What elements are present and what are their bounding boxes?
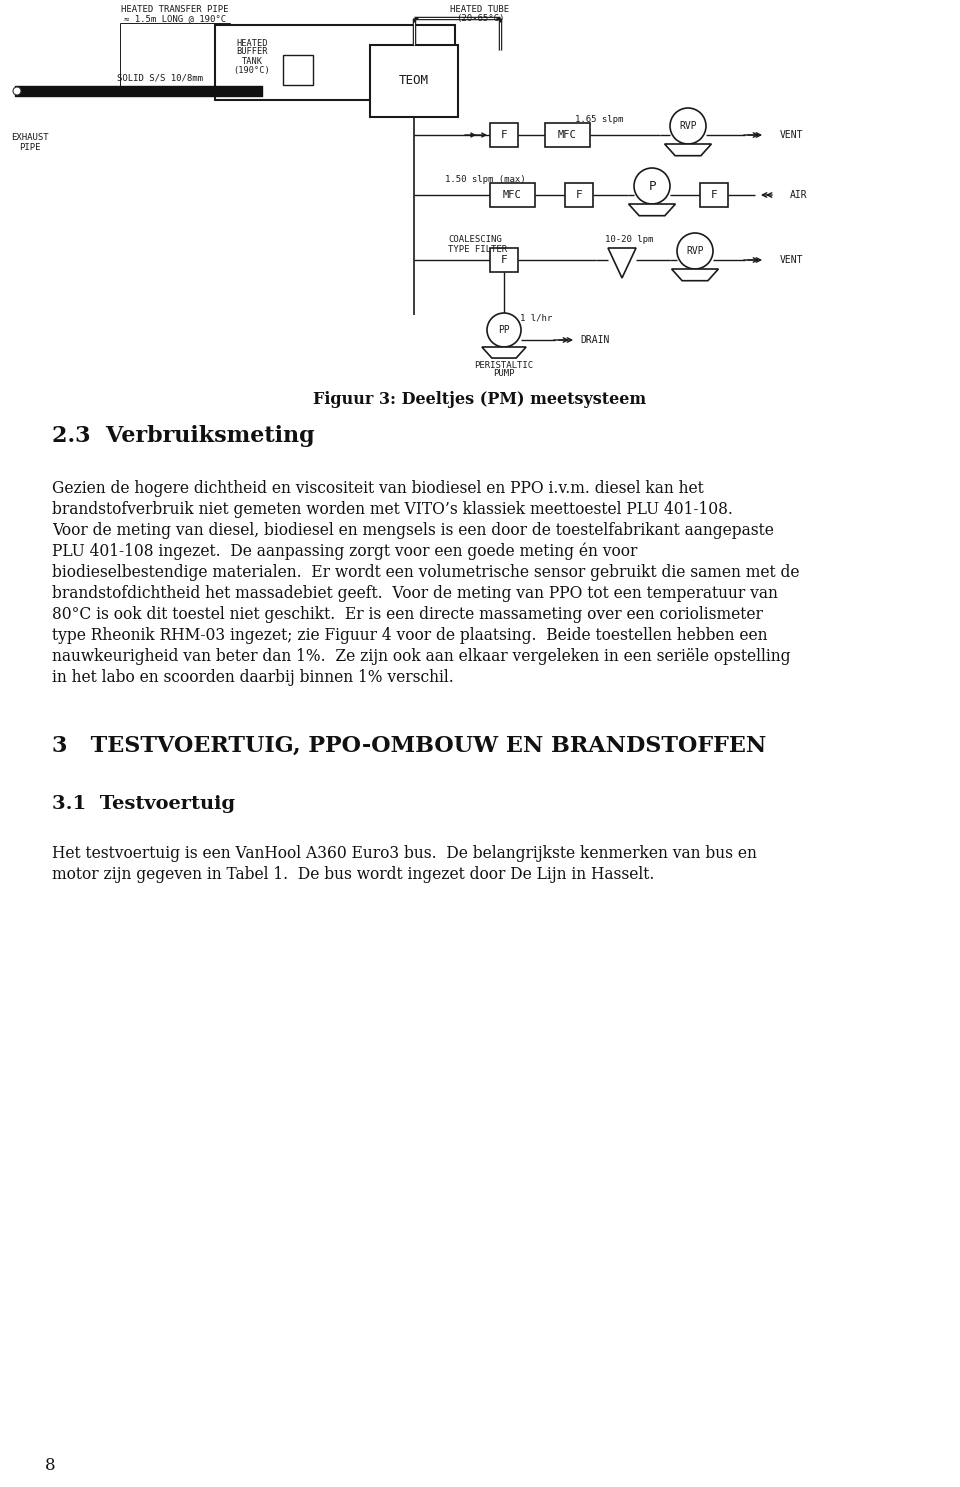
Text: VENT: VENT xyxy=(780,254,804,265)
Text: MFC: MFC xyxy=(558,129,576,140)
Text: P: P xyxy=(648,180,656,192)
Text: HEATED TRANSFER PIPE: HEATED TRANSFER PIPE xyxy=(121,6,228,15)
Text: F: F xyxy=(500,254,508,265)
Bar xyxy=(545,123,590,147)
Bar xyxy=(283,55,313,85)
Text: VENT: VENT xyxy=(780,129,804,140)
Text: TEOM: TEOM xyxy=(399,74,429,88)
Text: Gezien de hogere dichtheid en viscositeit van biodiesel en PPO i.v.m. diesel kan: Gezien de hogere dichtheid en viscositei… xyxy=(52,480,704,497)
Text: F: F xyxy=(576,190,583,199)
Text: TANK: TANK xyxy=(242,57,262,65)
Circle shape xyxy=(13,88,21,95)
Bar xyxy=(490,183,535,207)
Circle shape xyxy=(677,233,713,269)
Text: TYPE FILTER: TYPE FILTER xyxy=(448,244,507,253)
Text: MFC: MFC xyxy=(503,190,521,199)
Circle shape xyxy=(670,109,706,144)
Bar xyxy=(565,183,593,207)
Text: motor zijn gegeven in Tabel 1.  De bus wordt ingezet door De Lijn in Hasselt.: motor zijn gegeven in Tabel 1. De bus wo… xyxy=(52,865,655,883)
Bar xyxy=(700,183,728,207)
Text: type Rheonik RHM-03 ingezet; zie Figuur 4 voor de plaatsing.  Beide toestellen h: type Rheonik RHM-03 ingezet; zie Figuur … xyxy=(52,628,767,644)
Polygon shape xyxy=(629,204,676,216)
Text: PERISTALTIC: PERISTALTIC xyxy=(474,360,534,369)
Text: 2.3  Verbruiksmeting: 2.3 Verbruiksmeting xyxy=(52,425,315,448)
Circle shape xyxy=(634,168,670,204)
Text: AIR: AIR xyxy=(790,190,807,199)
Text: brandstofverbruik niet gemeten worden met VITO’s klassiek meettoestel PLU 401-10: brandstofverbruik niet gemeten worden me… xyxy=(52,501,732,517)
Text: brandstofdichtheid het massadebiet geeft.  Voor de meting van PPO tot een temper: brandstofdichtheid het massadebiet geeft… xyxy=(52,584,778,602)
Text: PLU 401-108 ingezet.  De aanpassing zorgt voor een goede meting én voor: PLU 401-108 ingezet. De aanpassing zorgt… xyxy=(52,543,637,561)
Text: (20-65°C): (20-65°C) xyxy=(456,15,504,24)
Text: 8: 8 xyxy=(45,1457,56,1474)
Text: F: F xyxy=(710,190,717,199)
Text: in het labo en scoorden daarbij binnen 1% verschil.: in het labo en scoorden daarbij binnen 1… xyxy=(52,669,454,686)
Text: RVP: RVP xyxy=(679,120,697,131)
Text: DRAIN: DRAIN xyxy=(580,335,610,345)
Polygon shape xyxy=(608,248,636,278)
Circle shape xyxy=(487,312,521,346)
Text: nauwkeurigheid van beter dan 1%.  Ze zijn ook aan elkaar vergeleken in een serië: nauwkeurigheid van beter dan 1%. Ze zijn… xyxy=(52,648,790,665)
Text: 80°C is ook dit toestel niet geschikt.  Er is een directe massameting over een c: 80°C is ook dit toestel niet geschikt. E… xyxy=(52,607,763,623)
Text: PP: PP xyxy=(498,326,510,335)
Polygon shape xyxy=(482,346,526,358)
Text: HEATED: HEATED xyxy=(236,39,268,48)
Text: 3.1  Testvoertuig: 3.1 Testvoertuig xyxy=(52,796,235,813)
Text: 1.65 slpm: 1.65 slpm xyxy=(575,116,623,125)
Text: Het testvoertuig is een VanHool A360 Euro3 bus.  De belangrijkste kenmerken van : Het testvoertuig is een VanHool A360 Eur… xyxy=(52,845,756,862)
Bar xyxy=(490,248,518,272)
Text: EXHAUST: EXHAUST xyxy=(12,134,49,143)
Text: 10-20 lpm: 10-20 lpm xyxy=(605,235,654,244)
Polygon shape xyxy=(664,144,711,156)
Text: 1.50 slpm (max): 1.50 slpm (max) xyxy=(445,175,526,184)
Text: PIPE: PIPE xyxy=(19,143,40,152)
Text: SOLID S/S 10/8mm: SOLID S/S 10/8mm xyxy=(117,73,203,82)
Text: 1 l/hr: 1 l/hr xyxy=(520,314,552,323)
Text: F: F xyxy=(500,129,508,140)
Text: (190°C): (190°C) xyxy=(233,65,271,74)
Bar xyxy=(220,36,285,88)
Text: ≈ 1.5m LONG @ 190°C: ≈ 1.5m LONG @ 190°C xyxy=(124,15,226,24)
Bar xyxy=(490,123,518,147)
Text: Voor de meting van diesel, biodiesel en mengsels is een door de toestelfabrikant: Voor de meting van diesel, biodiesel en … xyxy=(52,522,774,538)
Text: COALESCING: COALESCING xyxy=(448,235,502,244)
Text: Figuur 3: Deeltjes (PM) meetsysteem: Figuur 3: Deeltjes (PM) meetsysteem xyxy=(313,391,647,409)
Text: RVP: RVP xyxy=(686,245,704,256)
Bar xyxy=(215,25,455,100)
Polygon shape xyxy=(672,269,718,281)
Bar xyxy=(370,45,458,117)
Text: HEATED TUBE: HEATED TUBE xyxy=(450,6,510,15)
Text: 3   TESTVOERTUIG, PPO-OMBOUW EN BRANDSTOFFEN: 3 TESTVOERTUIG, PPO-OMBOUW EN BRANDSTOFF… xyxy=(52,735,766,757)
Text: BUFFER: BUFFER xyxy=(236,48,268,57)
Text: PUMP: PUMP xyxy=(493,369,515,379)
Text: biodieselbestendige materialen.  Er wordt een volumetrische sensor gebruikt die : biodieselbestendige materialen. Er wordt… xyxy=(52,564,800,581)
